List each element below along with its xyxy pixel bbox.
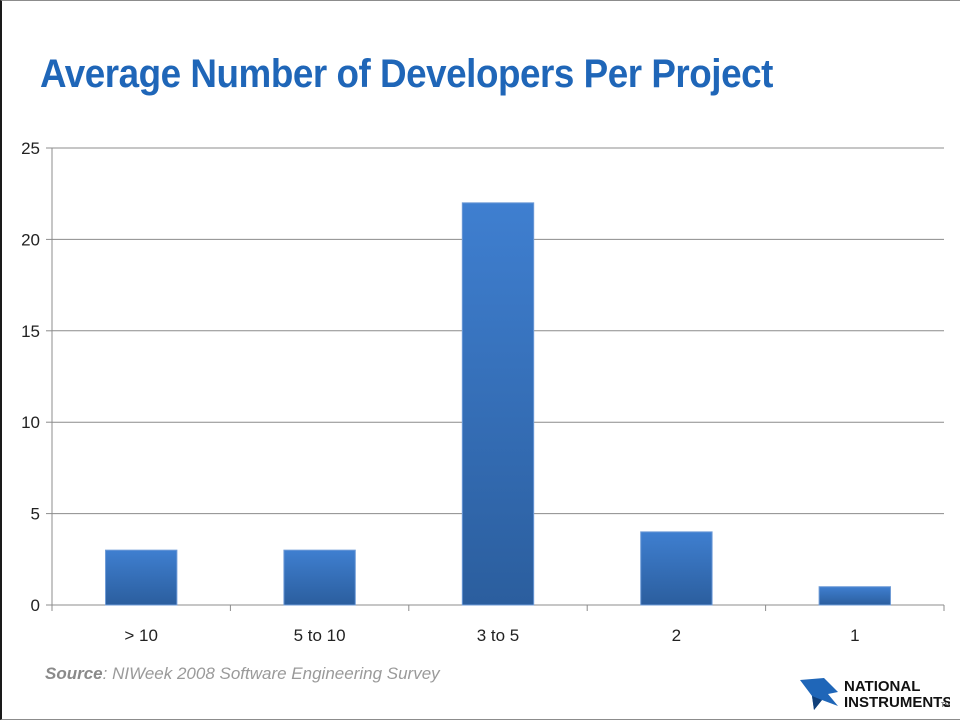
- bars: [105, 202, 891, 606]
- source-text: : NIWeek 2008 Software Engineering Surve…: [102, 664, 440, 683]
- y-tick-label: 20: [21, 230, 40, 249]
- x-tick-label: 3 to 5: [477, 626, 520, 645]
- bar: [818, 586, 891, 606]
- logo-line1: NATIONAL: [844, 678, 920, 695]
- x-tick-label: > 10: [124, 626, 158, 645]
- bar: [461, 202, 535, 606]
- bar: [283, 549, 356, 606]
- y-tick-label: 10: [21, 413, 40, 432]
- y-tick-label: 0: [31, 596, 40, 615]
- logo-line2: INSTRUMENTS: [844, 694, 950, 711]
- x-tick-label: 5 to 10: [294, 626, 346, 645]
- x-tick-label: 1: [850, 626, 859, 645]
- source-note: Source: NIWeek 2008 Software Engineering…: [45, 664, 440, 684]
- x-tick-label: 2: [672, 626, 681, 645]
- y-tick-label: 5: [31, 505, 40, 524]
- bar: [105, 549, 178, 606]
- bar: [640, 531, 713, 606]
- y-tick-label: 25: [21, 139, 40, 158]
- ni-eagle-logo-icon: [800, 678, 838, 710]
- logo-trademark: TM: [941, 703, 950, 709]
- ni-logo: NATIONAL INSTRUMENTS TM: [800, 678, 950, 711]
- y-tick-label: 15: [21, 322, 40, 341]
- source-label: Source: [45, 664, 103, 683]
- slide-title: Average Number of Developers Per Project: [40, 52, 773, 96]
- x-tick-labels: > 10 5 to 10 3 to 5 2 1: [124, 626, 859, 645]
- y-tick-labels: 0 5 10 15 20 25: [21, 139, 40, 615]
